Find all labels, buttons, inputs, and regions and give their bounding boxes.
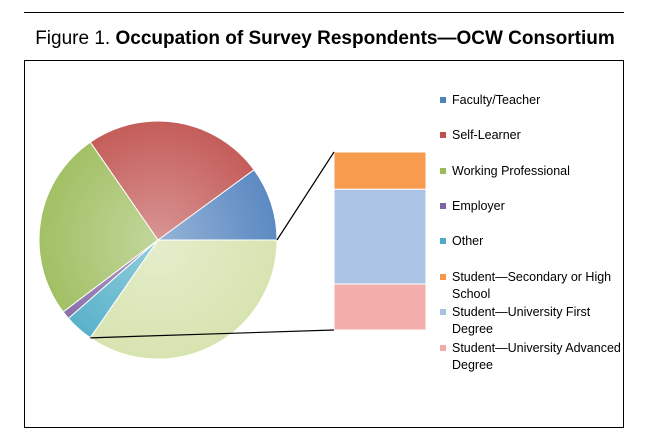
- legend-label: Student—University Advanced Degree: [452, 341, 621, 372]
- legend-label: Working Professional: [452, 164, 570, 178]
- figure-number: Figure 1.: [35, 28, 111, 49]
- figure-title-text: Occupation of Survey Respondents—OCW Con…: [115, 28, 615, 49]
- legend-swatch: [440, 168, 446, 174]
- bar-segment-student-secondary-or-high-school: [333, 151, 427, 190]
- legend-label: Student—University First Degree: [452, 305, 591, 336]
- bar-segment-student-university-advanced-degree: [333, 283, 427, 331]
- legend-swatch: [440, 97, 446, 103]
- legend-label: Employer: [452, 199, 505, 213]
- legend-swatch: [440, 345, 446, 351]
- pie-highlight: [39, 121, 277, 359]
- legend-label: Other: [452, 234, 484, 248]
- bar-of-pie-group: [333, 151, 427, 331]
- connector-line-bottom: [90, 329, 335, 339]
- figure-title: Figure 1. Occupation of Survey Responden…: [0, 28, 650, 50]
- connector-line-top: [276, 151, 335, 241]
- legend-label: Self-Learner: [452, 128, 521, 142]
- legend-swatch: [440, 203, 446, 209]
- top-rule: [24, 12, 624, 13]
- legend-swatch: [440, 132, 446, 138]
- legend-swatch: [440, 309, 446, 315]
- legend-swatch: [440, 274, 446, 280]
- legend-label: Faculty/Teacher: [452, 93, 541, 107]
- connector-lines: [90, 151, 335, 339]
- pie-group: [38, 120, 278, 360]
- legend-label: Student—Secondary or High School: [452, 270, 612, 301]
- legend-swatch: [440, 238, 446, 244]
- chart-frame: [24, 60, 624, 428]
- bar-segment-student-university-first-degree: [333, 188, 427, 285]
